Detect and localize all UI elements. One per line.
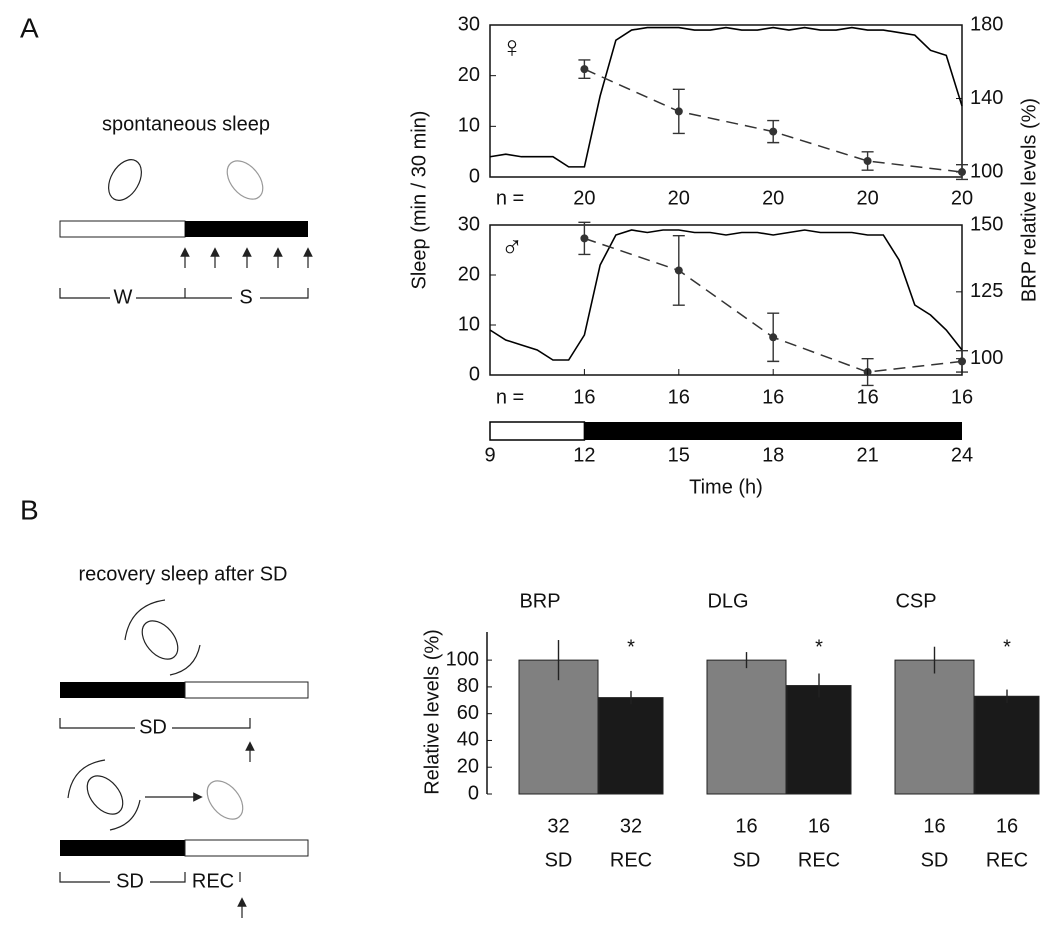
y-tick-label: 0 xyxy=(469,165,480,187)
panel-label: A xyxy=(20,12,39,43)
y2-tick-label: 140 xyxy=(970,87,1003,109)
condition-label: REC xyxy=(798,849,840,871)
brp-point xyxy=(769,333,778,342)
n-value: 16 xyxy=(735,815,757,837)
x-tick-label: 9 xyxy=(484,444,495,466)
group-label: DLG xyxy=(707,590,748,612)
bar xyxy=(518,659,599,795)
y-tick-label: 40 xyxy=(457,729,479,751)
condition-label: REC xyxy=(986,849,1028,871)
recovery-diagram: recovery sleep after SD SD SD REC xyxy=(59,563,309,918)
y2-tick-label: 180 xyxy=(970,13,1003,35)
y-axis-label: Sleep (min / 30 min) xyxy=(408,111,430,290)
condition-label: SD xyxy=(733,849,761,871)
y-tick-label: 0 xyxy=(469,363,480,385)
n-value: 20 xyxy=(573,187,595,209)
n-value: 32 xyxy=(547,815,569,837)
brp-point xyxy=(769,127,778,136)
y-axis-label: Relative levels (%) xyxy=(421,629,443,795)
x-tick-label: 24 xyxy=(951,444,973,466)
n-value: 20 xyxy=(668,187,690,209)
diagram-title: recovery sleep after SD xyxy=(79,563,288,585)
y-tick-label: 20 xyxy=(457,756,479,778)
group-label: BRP xyxy=(519,590,560,612)
n-value: 16 xyxy=(808,815,830,837)
y2-tick-label: 100 xyxy=(970,160,1003,182)
n-value: 20 xyxy=(951,187,973,209)
y2-axis-label: BRP relative levels (%) xyxy=(1018,98,1040,302)
x-tick-label: 21 xyxy=(856,444,878,466)
bar xyxy=(894,659,975,795)
y-tick-label: 20 xyxy=(458,263,480,285)
brp-point xyxy=(580,234,589,243)
brp-point xyxy=(674,266,683,275)
y2-tick-label: 150 xyxy=(970,213,1003,235)
n-value: 20 xyxy=(762,187,784,209)
n-value: 16 xyxy=(762,386,784,408)
y-tick-label: 100 xyxy=(446,648,479,670)
panel-label: B xyxy=(20,494,39,525)
x-tick-label: 12 xyxy=(573,444,595,466)
n-value: 16 xyxy=(996,815,1018,837)
n-label: n = xyxy=(496,386,524,408)
dark-phase xyxy=(584,422,962,440)
condition-label: SD xyxy=(921,849,949,871)
sleep-line xyxy=(489,229,963,361)
n-value: 32 xyxy=(620,815,642,837)
n-value: 16 xyxy=(668,386,690,408)
light-phase xyxy=(489,421,586,441)
sex-symbol: ♀ xyxy=(501,31,524,64)
brp-point xyxy=(958,357,966,366)
brp-point xyxy=(580,65,589,74)
n-value: 16 xyxy=(856,386,878,408)
bracket-label: W xyxy=(114,286,133,308)
bracket-label: SD xyxy=(116,870,144,892)
y-tick-label: 30 xyxy=(458,13,480,35)
bar xyxy=(598,697,664,795)
significance-star: * xyxy=(1003,636,1011,658)
y-tick-label: 10 xyxy=(458,313,480,335)
n-value: 16 xyxy=(923,815,945,837)
y-tick-label: 60 xyxy=(457,702,479,724)
x-tick-label: 18 xyxy=(762,444,784,466)
brp-point xyxy=(958,168,966,177)
plot-frame xyxy=(489,24,963,178)
x-tick-label: 15 xyxy=(668,444,690,466)
bar xyxy=(706,659,787,795)
bracket-label: S xyxy=(239,286,252,308)
y-tick-label: 0 xyxy=(468,782,479,804)
condition-label: REC xyxy=(610,849,652,871)
sex-symbol: ♂ xyxy=(501,231,524,264)
y2-tick-label: 125 xyxy=(970,280,1003,302)
y-tick-label: 30 xyxy=(458,213,480,235)
n-value: 16 xyxy=(573,386,595,408)
x-axis-label: Time (h) xyxy=(689,476,763,498)
n-value: 20 xyxy=(856,187,878,209)
bar xyxy=(974,695,1040,795)
sleep-line xyxy=(489,26,963,168)
bracket-label: REC xyxy=(192,870,234,892)
y-tick-label: 80 xyxy=(457,675,479,697)
bracket-label: SD xyxy=(139,716,167,738)
brp-point xyxy=(863,157,872,166)
spontaneous-diagram: spontaneous sleep W S xyxy=(59,113,313,308)
brp-point xyxy=(674,107,683,116)
bar xyxy=(786,685,852,795)
significance-star: * xyxy=(627,636,635,658)
group-label: CSP xyxy=(895,590,936,612)
n-value: 16 xyxy=(951,386,973,408)
plot-frame xyxy=(489,224,963,376)
diagram-title: spontaneous sleep xyxy=(102,113,270,135)
y-tick-label: 10 xyxy=(458,115,480,137)
significance-star: * xyxy=(815,636,823,658)
condition-label: SD xyxy=(545,849,573,871)
y-tick-label: 20 xyxy=(458,64,480,86)
y2-tick-label: 100 xyxy=(970,347,1003,369)
n-label: n = xyxy=(496,187,524,209)
